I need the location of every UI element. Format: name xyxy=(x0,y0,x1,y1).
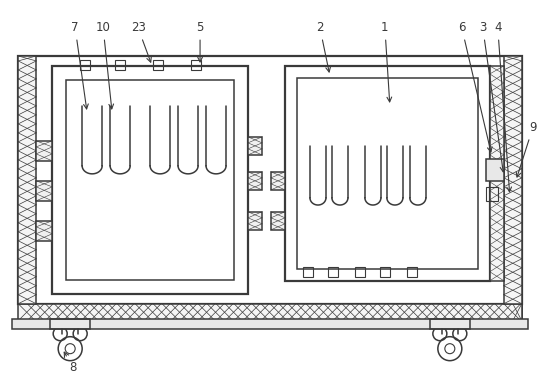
Bar xyxy=(303,267,313,277)
Bar xyxy=(80,60,90,70)
Text: 4: 4 xyxy=(494,21,511,192)
Text: 3: 3 xyxy=(479,21,505,172)
Bar xyxy=(486,187,498,201)
Bar xyxy=(248,137,262,155)
Text: 10: 10 xyxy=(96,21,113,109)
Bar xyxy=(490,66,504,281)
Bar xyxy=(355,267,365,277)
Bar xyxy=(153,60,163,70)
Bar xyxy=(52,66,248,294)
Text: 9: 9 xyxy=(516,121,537,177)
Bar xyxy=(285,66,490,281)
Bar xyxy=(66,80,234,280)
Bar xyxy=(18,304,522,321)
Bar xyxy=(430,319,470,329)
Bar xyxy=(248,212,262,230)
Bar xyxy=(297,78,478,269)
Bar xyxy=(191,60,201,70)
Text: 5: 5 xyxy=(197,21,204,62)
Bar xyxy=(407,267,417,277)
Text: 2: 2 xyxy=(316,21,330,72)
Bar xyxy=(18,56,36,304)
Text: 23: 23 xyxy=(131,21,151,62)
Bar xyxy=(271,172,285,190)
Bar xyxy=(271,212,285,230)
Text: 6: 6 xyxy=(458,21,492,152)
Bar xyxy=(12,319,528,329)
Bar xyxy=(36,221,52,241)
Bar xyxy=(50,319,90,329)
Text: 7: 7 xyxy=(71,21,88,109)
Bar xyxy=(18,56,522,304)
Bar xyxy=(380,267,390,277)
Bar xyxy=(36,141,52,161)
Text: 1: 1 xyxy=(381,21,391,102)
Bar xyxy=(36,181,52,201)
Bar xyxy=(504,56,522,304)
Bar xyxy=(486,159,504,181)
Bar xyxy=(248,172,262,190)
Bar xyxy=(115,60,125,70)
Text: 8: 8 xyxy=(64,352,77,374)
Bar xyxy=(328,267,338,277)
